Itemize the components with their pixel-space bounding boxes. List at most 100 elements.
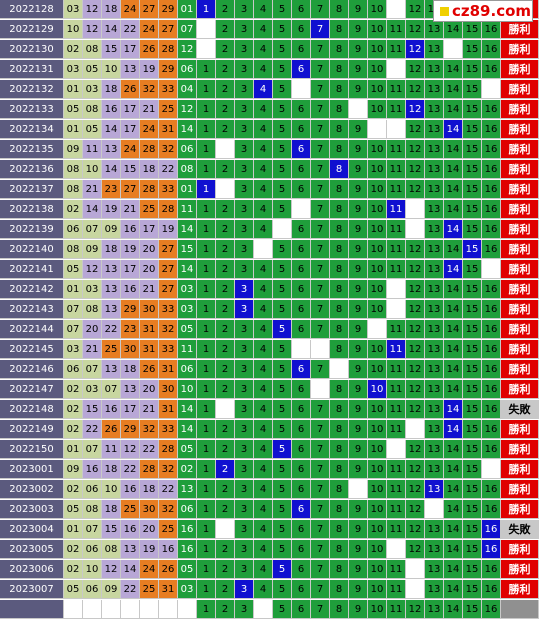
- result-badge: 勝利: [501, 220, 539, 239]
- red-ball-cell: 28: [159, 440, 178, 459]
- blue-number-cell-10: [368, 320, 387, 339]
- blue-number-cell-5: 5: [273, 380, 292, 399]
- red-ball-cell: 13: [102, 360, 121, 379]
- issue-cell: 2022130: [0, 40, 64, 59]
- blue-number-cell-15: 15: [463, 120, 482, 139]
- table-row: 2022148 02 15 16 17 21 31 14 1 3 4 5 6 7 8 9 10 11 12 13 14 1…: [0, 400, 542, 420]
- red-ball-cell: 19: [102, 200, 121, 219]
- table-row: 2022147 02 03 07 13 20 30 10 1 2 3 4 5 6 8 9 10 11 12 13 14 1…: [0, 380, 542, 400]
- blue-number-cell-15: 15: [463, 460, 482, 479]
- red-ball-cell: 15: [121, 160, 140, 179]
- blue-number-cell-9: 9: [349, 220, 368, 239]
- red-ball-cell: 33: [159, 420, 178, 439]
- red-ball-cell: 07: [83, 440, 102, 459]
- red-ball-cell: 28: [140, 460, 159, 479]
- table-row: 2023007 05 06 09 22 25 31 03 1 2 3 4 5 6 7 8 9 10 11 13 14 15…: [0, 580, 542, 600]
- red-ball-cell: 06: [64, 360, 83, 379]
- blue-number-cell-1: 1: [197, 280, 216, 299]
- blue-number-cell-11: 11: [387, 140, 406, 159]
- blue-number-cell-10: [368, 120, 387, 139]
- red-ball-cell: 16: [121, 480, 140, 499]
- red-ball-cell: 02: [64, 400, 83, 419]
- red-ball-cell: 23: [121, 320, 140, 339]
- blue-ball-cell: 14: [178, 120, 197, 139]
- blue-number-cell-13: [425, 500, 444, 519]
- blue-number-cell-3: 3: [235, 520, 254, 539]
- blue-number-cell-8: 8: [330, 600, 349, 619]
- table-row: 2022128031218242729011234567891012131415…: [0, 0, 542, 20]
- blue-number-cell-16: 16: [482, 60, 501, 79]
- blue-ball-cell: 14: [178, 420, 197, 439]
- blue-number-cell-15: 15: [463, 40, 482, 59]
- red-ball-cell: 22: [140, 440, 159, 459]
- red-ball-cell: 14: [102, 20, 121, 39]
- blue-number-cell-8: 8: [330, 240, 349, 259]
- blue-number-cell-1: 1: [197, 200, 216, 219]
- blue-number-cell-14: 14: [444, 540, 463, 559]
- blue-number-cell-2: 2: [216, 380, 235, 399]
- blue-number-cell-12: 12: [406, 80, 425, 99]
- blue-number-cell-14: 14: [444, 340, 463, 359]
- red-ball-cell: 06: [83, 480, 102, 499]
- site-logo-text: cz89.com: [452, 2, 532, 20]
- blue-number-cell-4: 4: [254, 320, 273, 339]
- blue-number-cell-10: 10: [368, 20, 387, 39]
- red-ball-cell: 33: [159, 80, 178, 99]
- table-row: 2022143 07 08 13 29 30 33 03 1 2 3 4 5 6 7 8 9 10 12 13 14 15…: [0, 300, 542, 320]
- red-ball-cell: 32: [159, 460, 178, 479]
- red-ball-cell: 31: [159, 360, 178, 379]
- blue-ball-cell: 14: [178, 400, 197, 419]
- result-badge: 勝利: [501, 40, 539, 59]
- blue-number-cell-11: 11: [387, 160, 406, 179]
- blue-number-cell-10: 10: [368, 420, 387, 439]
- result-badge: 失敗: [501, 520, 539, 539]
- blue-number-cell-5: 5: [273, 240, 292, 259]
- blue-number-cell-6: 6: [292, 20, 311, 39]
- issue-cell: 2022150: [0, 440, 64, 459]
- blue-number-cell-11: 11: [387, 80, 406, 99]
- blue-number-cell-8: 8: [330, 500, 349, 519]
- blue-number-cell-9: [349, 480, 368, 499]
- blue-number-cell-9: 9: [349, 280, 368, 299]
- blue-number-cell-4: 4: [254, 560, 273, 579]
- blue-number-cell-13: 13: [425, 380, 444, 399]
- blue-number-cell-14: 14: [444, 460, 463, 479]
- blue-number-cell-12: 12: [406, 140, 425, 159]
- blue-ball-cell: 06: [178, 60, 197, 79]
- red-ball-cell: 08: [102, 540, 121, 559]
- blue-number-cell-13: 13: [425, 480, 444, 499]
- red-ball-cell: 09: [83, 240, 102, 259]
- blue-number-cell-7: 7: [311, 20, 330, 39]
- blue-number-cell-9: 9: [349, 180, 368, 199]
- blue-number-cell-16: 16: [482, 600, 501, 619]
- blue-number-cell-1: 1: [197, 140, 216, 159]
- blue-number-cell-5: 5: [273, 140, 292, 159]
- blue-number-cell-5: 5: [273, 80, 292, 99]
- red-ball-cell: 13: [121, 380, 140, 399]
- blue-ball-cell: 15: [178, 240, 197, 259]
- blue-number-cell-16: 16: [482, 480, 501, 499]
- red-ball-cell: 29: [121, 420, 140, 439]
- table-row: 2022138 02 14 19 21 25 28 11 1 2 3 4 5 7 8 9 10 11 13 14 15 1…: [0, 200, 542, 220]
- blue-number-cell-1: 1: [197, 320, 216, 339]
- red-ball-cell: 16: [121, 220, 140, 239]
- blue-number-cell-1: 1: [197, 0, 216, 19]
- red-ball-cell: 01: [64, 280, 83, 299]
- blue-ball-cell: 01: [178, 0, 197, 19]
- blue-number-cell-9: 9: [349, 360, 368, 379]
- blue-number-cell-2: 2: [216, 340, 235, 359]
- blue-number-cell-12: 12: [406, 60, 425, 79]
- site-logo[interactable]: cz89.com: [433, 0, 533, 22]
- blue-ball-cell: 12: [178, 100, 197, 119]
- red-ball-cell: 08: [83, 500, 102, 519]
- blue-number-cell-11: 11: [387, 40, 406, 59]
- blue-number-cell-10: 10: [368, 260, 387, 279]
- red-ball-cell: 31: [159, 120, 178, 139]
- blue-number-cell-3: 3: [235, 220, 254, 239]
- blue-number-cell-9: 9: [349, 380, 368, 399]
- blue-number-cell-15: 15: [463, 360, 482, 379]
- blue-number-cell-8: 8: [330, 440, 349, 459]
- red-ball-cell: 03: [64, 60, 83, 79]
- blue-number-cell-11: 11: [387, 220, 406, 239]
- blue-number-cell-8: 8: [330, 260, 349, 279]
